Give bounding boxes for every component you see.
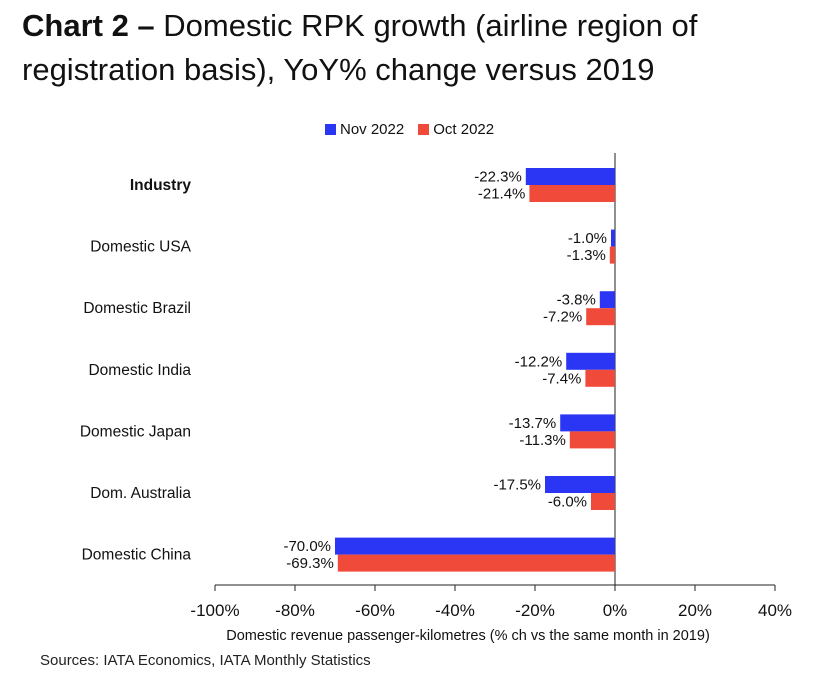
bar bbox=[569, 431, 615, 449]
x-tick-label: 40% bbox=[758, 601, 792, 620]
legend-item-nov: Nov 2022 bbox=[325, 121, 404, 138]
bar bbox=[611, 229, 615, 247]
legend-swatch-nov bbox=[325, 124, 336, 135]
x-axis-label: Domestic revenue passenger-kilometres (%… bbox=[226, 628, 710, 644]
bar bbox=[586, 308, 615, 326]
legend-swatch-oct bbox=[418, 124, 430, 135]
data-label: -70.0% bbox=[283, 538, 331, 555]
data-label: -1.3% bbox=[567, 247, 606, 264]
chart-title-lead: Chart 2 – bbox=[22, 8, 155, 43]
legend: Nov 2022 Oct 2022 bbox=[325, 121, 508, 138]
bar bbox=[591, 493, 615, 510]
data-label: -12.2% bbox=[515, 353, 563, 370]
x-tick-label: -100% bbox=[190, 601, 239, 620]
bar bbox=[337, 554, 615, 572]
category-label: Domestic USA bbox=[90, 239, 191, 256]
data-label: -7.2% bbox=[543, 309, 582, 326]
x-tick-label: -80% bbox=[275, 601, 315, 620]
category-label: Domestic Japan bbox=[80, 423, 191, 440]
data-label: -3.8% bbox=[557, 292, 596, 309]
bar bbox=[585, 369, 615, 387]
x-tick-label: 0% bbox=[603, 601, 628, 620]
data-label: -22.3% bbox=[474, 169, 522, 186]
bar bbox=[599, 291, 615, 309]
bar bbox=[525, 168, 615, 185]
legend-label-oct: Oct 2022 bbox=[433, 121, 495, 138]
bar bbox=[560, 414, 615, 432]
chart-title: Chart 2 – Domestic RPK growth (airline r… bbox=[22, 4, 822, 92]
bar bbox=[545, 476, 615, 493]
bar bbox=[529, 185, 615, 202]
category-label: Domestic Brazil bbox=[83, 300, 191, 317]
category-label: Domestic India bbox=[88, 362, 191, 379]
bar bbox=[335, 537, 615, 555]
x-tick-label: -40% bbox=[435, 601, 475, 620]
x-tick-label: 20% bbox=[678, 601, 712, 620]
legend-label-nov: Nov 2022 bbox=[340, 121, 405, 138]
legend-item-oct: Oct 2022 bbox=[418, 121, 494, 138]
data-label: -69.3% bbox=[286, 555, 334, 572]
data-label: -17.5% bbox=[493, 477, 541, 494]
bar bbox=[609, 246, 615, 264]
plot-area: -100% -80% -60% -40% -20% 0% 20% 40% Industry -22… bbox=[80, 153, 792, 620]
data-label: -13.7% bbox=[509, 415, 557, 432]
category-label: Dom. Australia bbox=[90, 485, 191, 502]
chart-title-text: Domestic RPK growth (airline region of r… bbox=[22, 8, 698, 87]
source-note: Sources: IATA Economics, IATA Monthly St… bbox=[40, 652, 371, 669]
data-label: -6.0% bbox=[548, 494, 587, 511]
x-tick-label: -20% bbox=[515, 601, 555, 620]
data-label: -11.3% bbox=[519, 432, 565, 449]
data-label: -21.4% bbox=[478, 186, 526, 203]
category-label: Domestic China bbox=[82, 547, 192, 564]
category-label: Industry bbox=[130, 177, 192, 194]
data-label: -7.4% bbox=[542, 370, 581, 387]
data-label: -1.0% bbox=[568, 230, 607, 247]
bar bbox=[566, 352, 615, 370]
x-tick-label: -60% bbox=[355, 601, 395, 620]
